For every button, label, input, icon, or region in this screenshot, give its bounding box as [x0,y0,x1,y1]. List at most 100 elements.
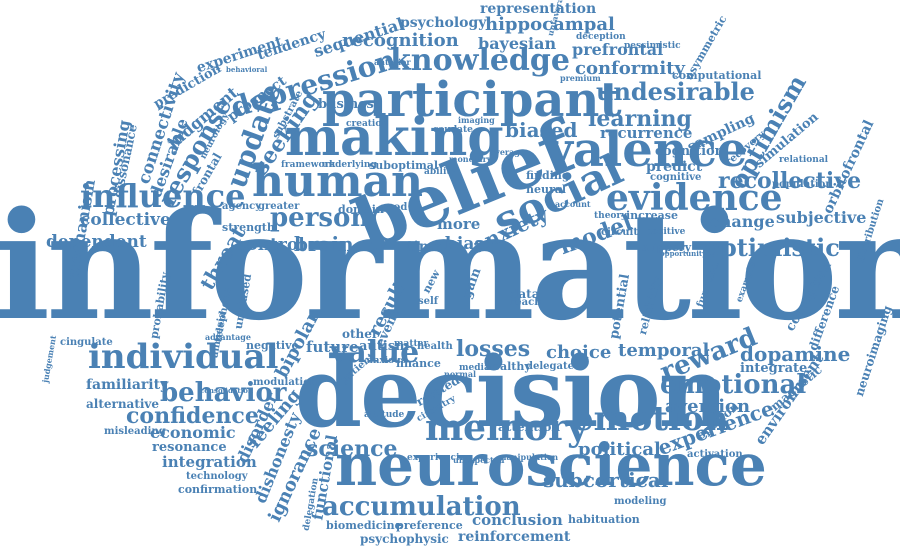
word-underlying: underlying [322,160,377,170]
word-recurrence: recurrence [600,124,693,142]
word-reach: reach [510,297,542,308]
word-undesirable: undesirable [596,77,755,106]
word-bayesian: bayesian [478,34,557,53]
word-habituation: habituation [568,513,640,526]
word-creation: creation [346,119,388,129]
word-participant: participant [322,72,622,128]
word-decision: decision [295,336,728,449]
word-subcortical: subcortical [543,468,669,492]
word-valence: valence [545,122,748,178]
word-temporal: temporal [618,340,710,361]
word-confirmation: confirmation [178,483,258,496]
word-data: data [510,287,540,301]
word-resonance: resonance [152,440,227,455]
word-business: business [318,97,382,112]
word-evidence: evidence [606,177,783,219]
word-medial: medial [459,363,494,373]
word-control: control [236,235,305,255]
word-greater: greater [258,201,300,212]
word-recognition: recognition [342,30,459,51]
word-recollective: recollective [718,168,862,194]
word-preference: preference [396,519,463,532]
word-dopamine: dopamine [740,342,851,366]
word-normal: normal [444,369,477,379]
word-account: account [555,199,591,209]
word-framework: framework [281,160,336,170]
word-good: good [380,202,408,213]
word-value: value [330,335,420,370]
word-matter: matter [394,339,429,349]
word-influence: influence [80,177,246,215]
word-confidence: confidence [126,403,259,429]
word-accumulation: accumulation [322,492,521,522]
word-individual: individual [88,337,279,377]
word-premium: premium [560,73,601,83]
word-cognitive: cognitive [650,172,702,183]
word-finding: finding [526,169,570,182]
word-losses: losses [456,336,531,362]
word-theory: theory [594,211,627,221]
word-finance: finance [396,357,441,370]
word-suboptimal: suboptimal [369,159,439,172]
word-neuroscience: neuroscience [335,431,767,499]
word-relational: relational [779,155,829,165]
word-bias: bias [445,234,484,254]
word-making: making [285,107,504,168]
word-economic: economic [150,423,236,442]
word-psychology: psychology [400,15,487,31]
word-anterior: anterior [374,57,411,67]
word-attention: attention [498,420,561,434]
word-agency: agency [222,201,262,212]
word-knowledge: knowledge [390,43,570,78]
word-political: political [578,439,661,460]
word-experiencing: experiencing [407,453,473,463]
word-subjective: subjective [776,208,867,227]
word-person: person [270,203,370,233]
word-reinforcement: reinforcement [458,529,571,545]
word-behavior: behavior [160,378,287,408]
word-imaging: imaging [458,115,495,125]
word-cingulate: cingulate [60,337,113,348]
word-anxious: anxious [367,356,406,366]
word-brain: brain [294,232,354,256]
word-more: more [437,215,481,233]
word-biased: biased [505,118,578,142]
word-dependent: dependent [46,232,147,252]
word-consolidation: consolidation [200,386,254,395]
word-neural: neural [526,183,567,196]
word-positive: positive [646,227,686,237]
word-emotion: emotion [572,399,729,439]
word-strength: strength [222,221,275,234]
word-negative: negative [246,339,299,352]
word-opportunity: opportunity [660,249,707,258]
word-hippocampal: hippocampal [485,14,615,35]
word-unexpected: unexpected [453,455,505,465]
word-behavioral: behavioral [226,65,268,74]
word-activation: activation [687,449,743,460]
word-learning: learning [588,106,692,132]
word-manipulation: manipulation [498,452,559,462]
word-emotional: emotional [660,370,807,400]
word-increase: increase [626,209,678,222]
word-collective: collective [80,210,171,230]
word-other: other [342,327,379,341]
word-cognition: cognition [655,144,725,159]
word-conclusion: conclusion [472,511,563,529]
word-pessimistic: pessimistic [624,41,681,51]
word-memory: memory [425,407,588,449]
word-change: change [710,212,775,231]
word-autism: autism [359,339,409,354]
word-representation: representation [480,1,597,17]
word-alternative: alternative [86,397,160,411]
word-caudate: caudate [433,125,473,135]
word-delegate: delegate [526,361,574,372]
word-modulation: modulation [253,377,318,388]
word-familiarity: familiarity [86,377,169,393]
word-self: self [418,296,439,307]
word-health: health [417,341,453,352]
word-aversion: aversion [665,396,751,417]
word-deception: deception [576,32,626,42]
word-misleading: misleading [104,426,166,437]
word-ability: ability [424,167,456,177]
word-science: science [306,436,398,462]
